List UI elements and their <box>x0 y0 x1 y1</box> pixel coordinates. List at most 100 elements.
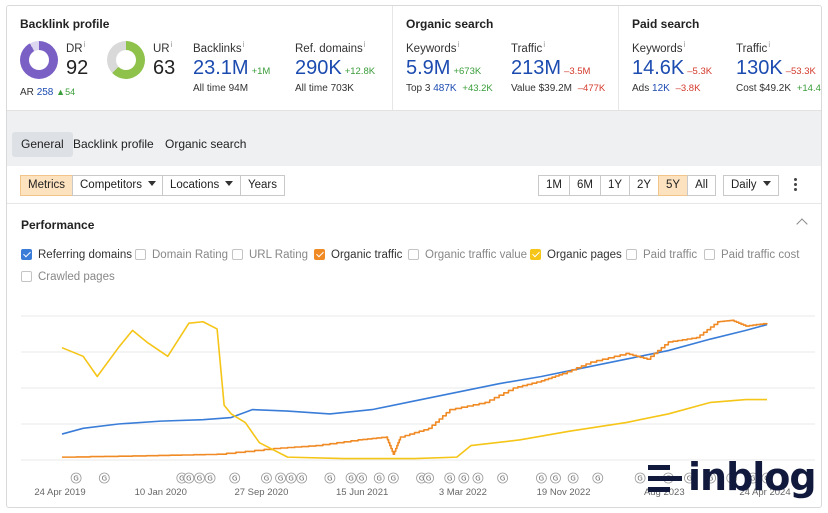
annotation-marker[interactable]: G <box>705 472 716 484</box>
paid-keywords-metric[interactable]: Keywordsi 14.6K –5.3K Ads 12K –3.8K <box>632 40 712 94</box>
range-2y-button[interactable]: 2Y <box>629 175 659 196</box>
annotation-marker[interactable]: G <box>324 472 336 484</box>
legend-paid-traffic[interactable]: Paid traffic <box>626 248 697 262</box>
chevron-up-icon[interactable] <box>796 218 808 230</box>
legend-crawled-pages[interactable]: Crawled pages <box>21 270 115 284</box>
legend-organic-traffic[interactable]: Organic traffic <box>314 248 402 262</box>
checkbox-icon[interactable] <box>408 249 419 260</box>
annotation-marker[interactable]: G <box>634 472 646 484</box>
checkbox-checked-icon[interactable] <box>530 249 541 260</box>
info-icon[interactable]: i <box>363 40 366 49</box>
range-all-button[interactable]: All <box>687 175 716 196</box>
organic-keywords-value[interactable]: 5.9M <box>406 56 451 79</box>
legend-domain-rating[interactable]: Domain Rating <box>135 248 228 262</box>
info-icon[interactable]: i <box>543 40 546 49</box>
dr-metric[interactable]: DRi 92 <box>66 40 88 80</box>
more-options-icon[interactable] <box>792 178 798 194</box>
tab-backlink-profile[interactable]: Backlink profile <box>73 137 154 151</box>
annotation-marker[interactable]: G <box>592 472 604 484</box>
ur-metric[interactable]: URi 63 <box>153 40 175 80</box>
annotation-marker[interactable]: G <box>458 472 470 484</box>
locations-dropdown[interactable]: Locations <box>162 175 242 196</box>
series-line-organic-traffic[interactable] <box>62 319 768 458</box>
checkbox-icon[interactable] <box>626 249 637 260</box>
ads-value[interactable]: 12K <box>652 82 670 94</box>
checkbox-checked-icon[interactable] <box>21 249 32 260</box>
annotation-marker[interactable]: G <box>747 472 759 484</box>
annotation-marker[interactable]: G <box>550 472 561 484</box>
annotation-marker[interactable]: G <box>261 472 272 484</box>
annotation-marker[interactable]: G <box>423 472 435 484</box>
checkbox-checked-icon[interactable] <box>314 249 325 260</box>
chevron-down-icon <box>762 181 771 186</box>
annotation-marker[interactable]: G <box>229 472 241 484</box>
checkbox-icon[interactable] <box>704 249 715 260</box>
organic-search-title[interactable]: Organic search <box>406 17 494 31</box>
annotation-marker[interactable]: G <box>183 472 195 484</box>
checkbox-icon[interactable] <box>21 271 32 282</box>
years-button[interactable]: Years <box>240 175 285 196</box>
backlinks-metric[interactable]: Backlinksi 23.1M +1M All time 94M <box>193 40 270 94</box>
paid-traffic-delta: –53.3K <box>785 65 816 77</box>
backlink-profile-title[interactable]: Backlink profile <box>20 17 110 31</box>
competitors-dropdown[interactable]: Competitors <box>72 175 164 196</box>
organic-keywords-metric[interactable]: Keywordsi 5.9M +673K Top 3 487K +43.2K <box>406 40 493 94</box>
metrics-button[interactable]: Metrics <box>20 175 74 196</box>
organic-traffic-value[interactable]: 213M <box>511 56 562 79</box>
paid-traffic-metric[interactable]: Traffici 130K–53.3K Cost $49.2K +14.4K <box>736 40 821 94</box>
tab-general[interactable]: General <box>12 132 73 157</box>
info-icon[interactable]: i <box>457 40 460 49</box>
dr-ring-chart <box>20 41 58 79</box>
annotation-marker[interactable]: G <box>472 472 484 484</box>
annotation-marker[interactable]: G <box>356 472 368 484</box>
annotation-marker[interactable]: G <box>204 472 216 484</box>
info-icon[interactable]: i <box>683 40 686 49</box>
annotation-marker[interactable]: G <box>296 472 308 484</box>
organic-traffic-metric[interactable]: Traffici 213M –3.5M Value $39.2M –477K <box>511 40 605 94</box>
ref-domains-value[interactable]: 290K <box>295 56 342 79</box>
checkbox-icon[interactable] <box>232 249 243 260</box>
top3-value[interactable]: 487K <box>433 82 457 94</box>
ref-domains-metric[interactable]: Ref. domainsi 290K +12.8K All time 703K <box>295 40 375 94</box>
legend-organic-traffic-value[interactable]: Organic traffic value <box>408 248 527 262</box>
annotation-marker[interactable]: G <box>345 472 357 484</box>
annotation-marker[interactable]: G <box>194 472 205 484</box>
legend-paid-traffic-cost[interactable]: Paid traffic cost <box>704 248 799 262</box>
ar-value[interactable]: 258 <box>36 87 54 98</box>
annotation-marker[interactable]: G <box>567 472 579 484</box>
info-icon[interactable]: i <box>83 40 86 49</box>
annotation-marker[interactable]: G <box>70 472 82 484</box>
annotation-marker[interactable]: G <box>275 472 286 484</box>
legend-url-rating[interactable]: URL Rating <box>232 248 308 262</box>
legend-referring-domains[interactable]: Referring domains <box>21 248 132 262</box>
annotation-marker[interactable]: G <box>761 472 773 484</box>
annotation-marker[interactable]: G <box>285 472 297 484</box>
range-6m-button[interactable]: 6M <box>569 175 601 196</box>
series-line-organic-pages[interactable] <box>61 320 767 460</box>
info-icon[interactable]: i <box>242 40 245 49</box>
legend-organic-pages[interactable]: Organic pages <box>530 248 622 262</box>
annotation-marker[interactable]: G <box>373 472 385 484</box>
range-5y-button[interactable]: 5Y <box>658 175 688 196</box>
annotation-marker[interactable]: G <box>497 472 509 484</box>
performance-line-chart[interactable]: GGGGGGGGGGGGGGGGGGGGGGGGGGGGGGGGG 24 Apr… <box>7 296 822 504</box>
range-1m-button[interactable]: 1M <box>538 175 570 196</box>
annotation-marker[interactable]: G <box>98 472 110 484</box>
paid-search-title[interactable]: Paid search <box>632 17 700 31</box>
ar-label: AR <box>20 87 34 98</box>
annotation-marker[interactable]: G <box>536 472 547 484</box>
paid-traffic-value[interactable]: 130K <box>736 56 783 79</box>
annotation-marker[interactable]: G <box>726 472 738 484</box>
tab-organic-search[interactable]: Organic search <box>165 137 247 151</box>
range-1y-button[interactable]: 1Y <box>600 175 630 196</box>
info-icon[interactable]: i <box>170 40 173 49</box>
checkbox-icon[interactable] <box>135 249 146 260</box>
info-icon[interactable]: i <box>768 40 771 49</box>
interval-dropdown[interactable]: Daily <box>723 175 779 196</box>
annotation-marker[interactable]: G <box>684 472 695 484</box>
annotation-marker[interactable]: G <box>387 472 399 484</box>
paid-keywords-value[interactable]: 14.6K <box>632 56 685 79</box>
backlinks-value[interactable]: 23.1M <box>193 56 249 79</box>
annotation-marker[interactable]: G <box>444 472 456 484</box>
series-line-referring-domains[interactable] <box>61 323 768 435</box>
